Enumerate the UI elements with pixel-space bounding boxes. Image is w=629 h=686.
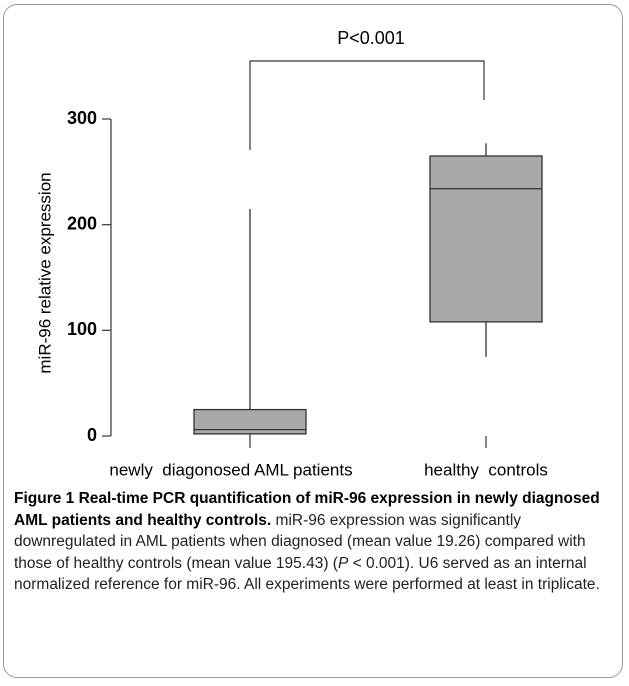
y-axis-label: miR-96 relative expression bbox=[35, 172, 54, 373]
caption-body: miR-96 expression was significantly down… bbox=[14, 511, 586, 572]
significance-bracket bbox=[249, 60, 485, 150]
annotation: P<0.001 bbox=[337, 28, 405, 48]
caption-title: Figure 1 Real-time PCR quantification of… bbox=[14, 490, 600, 529]
y-tick-label: 100 bbox=[67, 319, 97, 339]
caption: Figure 1 Real-time PCR quantification of… bbox=[14, 488, 614, 596]
caption-p: P bbox=[337, 554, 349, 572]
caption-body: < 0.001). U6 served as an internal norma… bbox=[14, 554, 600, 594]
box bbox=[429, 155, 543, 323]
y-tick-label: 300 bbox=[67, 108, 97, 128]
x-tick-label: healthy controls bbox=[424, 460, 548, 479]
x-tick-label: newly diagonosed AML patients bbox=[109, 460, 352, 479]
chart: miR-96 relative expression P<0.001 0 100 2… bbox=[35, 28, 548, 480]
figure: miR-96 relative expression P<0.001 0 100 2… bbox=[3, 4, 623, 678]
y-tick-label: 200 bbox=[67, 213, 97, 233]
y-tick-label: 0 bbox=[87, 425, 97, 445]
